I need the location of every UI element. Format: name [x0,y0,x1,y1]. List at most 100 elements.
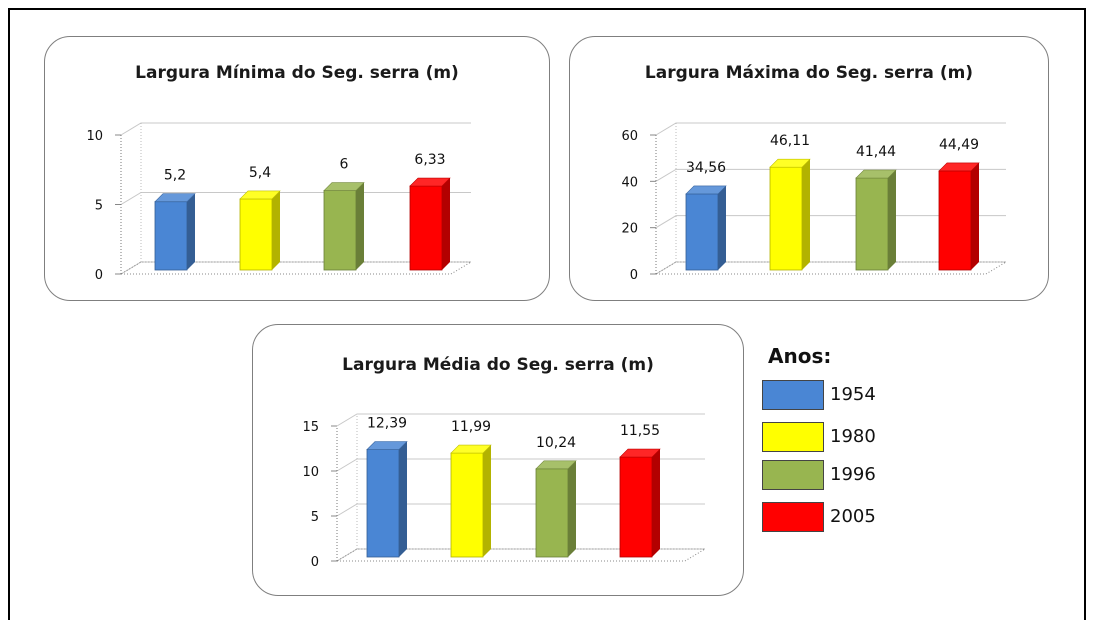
legend-swatch-1996 [762,460,824,490]
chart-panel-mean: Largura Média do Seg. serra (m) 0 5 10 15 12… [252,324,744,596]
bar-front-min-3 [409,185,443,271]
ytick-label-max-3: 60 [621,129,638,144]
ytick-label-mean-2: 10 [302,465,319,480]
bar-top-max-3 [938,162,980,172]
data-label-max-1: 46,11 [770,133,810,149]
chart-title-max: Largura Máxima do Seg. serra (m) [644,63,974,83]
chart-min-svg: 0 5 10 5,2 5,4 6 6,33 [86,122,473,283]
bar-side-mean-2 [568,460,576,557]
bar-min-1980 [239,190,281,271]
bar-top-mean-3 [619,448,661,458]
bar-side-min-1 [272,190,280,270]
chart-max-svg: 0 20 40 60 34,56 46,11 41,44 44,49 [621,122,1008,283]
chart-mean-svg: 0 5 10 15 12,39 11,99 10,24 11,55 [302,413,707,570]
bar-front-mean-1 [450,452,484,558]
gridline-max-3 [655,122,1006,136]
legend-label-1996: 1996 [830,464,876,485]
ytick-label-max-1: 20 [621,222,638,237]
bar-top-mean-2 [535,460,577,470]
data-label-mean-3: 11,55 [620,423,660,439]
bar-top-max-1 [769,158,811,168]
bar-max-1980 [769,158,811,271]
ytick-label-max-0: 0 [630,268,638,283]
legend-item-2005: 2005 [762,502,912,534]
bar-side-mean-3 [652,449,660,557]
chart-title-min: Largura Mínima do Seg. serra (m) [135,63,459,83]
bar-front-min-0 [154,201,188,271]
bar-side-max-3 [971,162,979,270]
bar-min-2005 [409,177,451,271]
bar-max-1996 [855,169,897,271]
ytick-label-mean-1: 5 [311,510,319,525]
legend-label-1954: 1954 [830,384,876,405]
gridline-mean-3 [336,413,705,427]
figure-frame [8,8,1086,620]
bar-max-1954 [685,185,727,271]
data-label-min-0: 5,2 [164,168,186,184]
bar-top-mean-1 [450,444,492,454]
legend-item-1980: 1980 [762,422,912,454]
bar-side-mean-1 [483,445,491,557]
floor-min [119,261,473,275]
bar-side-max-1 [802,159,810,270]
data-label-max-3: 44,49 [939,137,979,153]
legend-label-2005: 2005 [830,506,876,527]
data-label-mean-0: 12,39 [367,415,407,431]
bar-min-1996 [323,182,365,271]
ytick-label-min-2: 10 [86,129,103,144]
bar-side-min-2 [356,182,364,270]
ytick-label-max-2: 40 [621,175,638,190]
bar-min-1954 [154,193,196,271]
legend-label-1980: 1980 [830,426,876,447]
legend-item-1954: 1954 [762,380,912,412]
bar-top-max-2 [855,169,897,179]
data-label-max-0: 34,56 [686,160,726,176]
bar-front-min-2 [323,190,357,271]
bar-side-max-0 [718,185,726,270]
data-label-max-2: 41,44 [856,144,896,160]
legend-swatch-1980 [762,422,824,452]
bar-top-min-1 [239,190,281,200]
data-label-min-2: 6 [340,157,349,173]
chart-panel-min: Largura Mínima do Seg. serra (m) 0 5 10 5,2… [44,36,550,301]
data-label-min-1: 5,4 [249,165,271,181]
bar-mean-1980 [450,444,492,558]
bar-front-mean-3 [619,456,653,558]
gridline-max-2 [655,168,1006,182]
bar-side-min-0 [187,193,195,270]
bar-side-min-3 [442,178,450,270]
bar-front-mean-0 [366,449,400,558]
bar-mean-1996 [535,460,577,558]
bar-top-min-0 [154,193,196,203]
bar-side-mean-0 [399,441,407,557]
bar-front-max-3 [938,170,972,271]
ytick-label-mean-3: 15 [302,420,319,435]
bar-side-max-2 [888,169,896,270]
bar-front-mean-2 [535,468,569,558]
bar-front-max-0 [685,193,719,271]
bar-front-max-1 [769,166,803,271]
chart-panel-max: Largura Máxima do Seg. serra (m) 0 20 40 60… [569,36,1049,301]
chart-title-mean: Largura Média do Seg. serra (m) [342,355,654,375]
legend-title: Anos: [768,344,832,368]
bar-top-min-2 [323,182,365,191]
gridline-min-2 [120,122,471,136]
bar-front-max-2 [855,177,889,271]
legend: Anos: 1954 1980 1996 2005 [762,344,912,544]
bar-top-max-0 [685,185,727,195]
ytick-label-min-1: 5 [95,199,103,214]
legend-swatch-2005 [762,502,824,532]
bar-front-min-1 [239,198,273,271]
ytick-label-min-0: 0 [95,268,103,283]
bar-max-2005 [938,162,980,271]
floor-mean [335,548,707,562]
bar-mean-2005 [619,448,661,558]
bar-top-min-3 [409,177,451,187]
bar-top-mean-0 [366,441,408,450]
legend-swatch-1954 [762,380,824,410]
floor-max [654,261,1008,275]
data-label-min-3: 6,33 [414,152,445,168]
data-label-mean-1: 11,99 [451,419,491,435]
ytick-label-mean-0: 0 [311,555,319,570]
legend-item-1996: 1996 [762,460,912,492]
